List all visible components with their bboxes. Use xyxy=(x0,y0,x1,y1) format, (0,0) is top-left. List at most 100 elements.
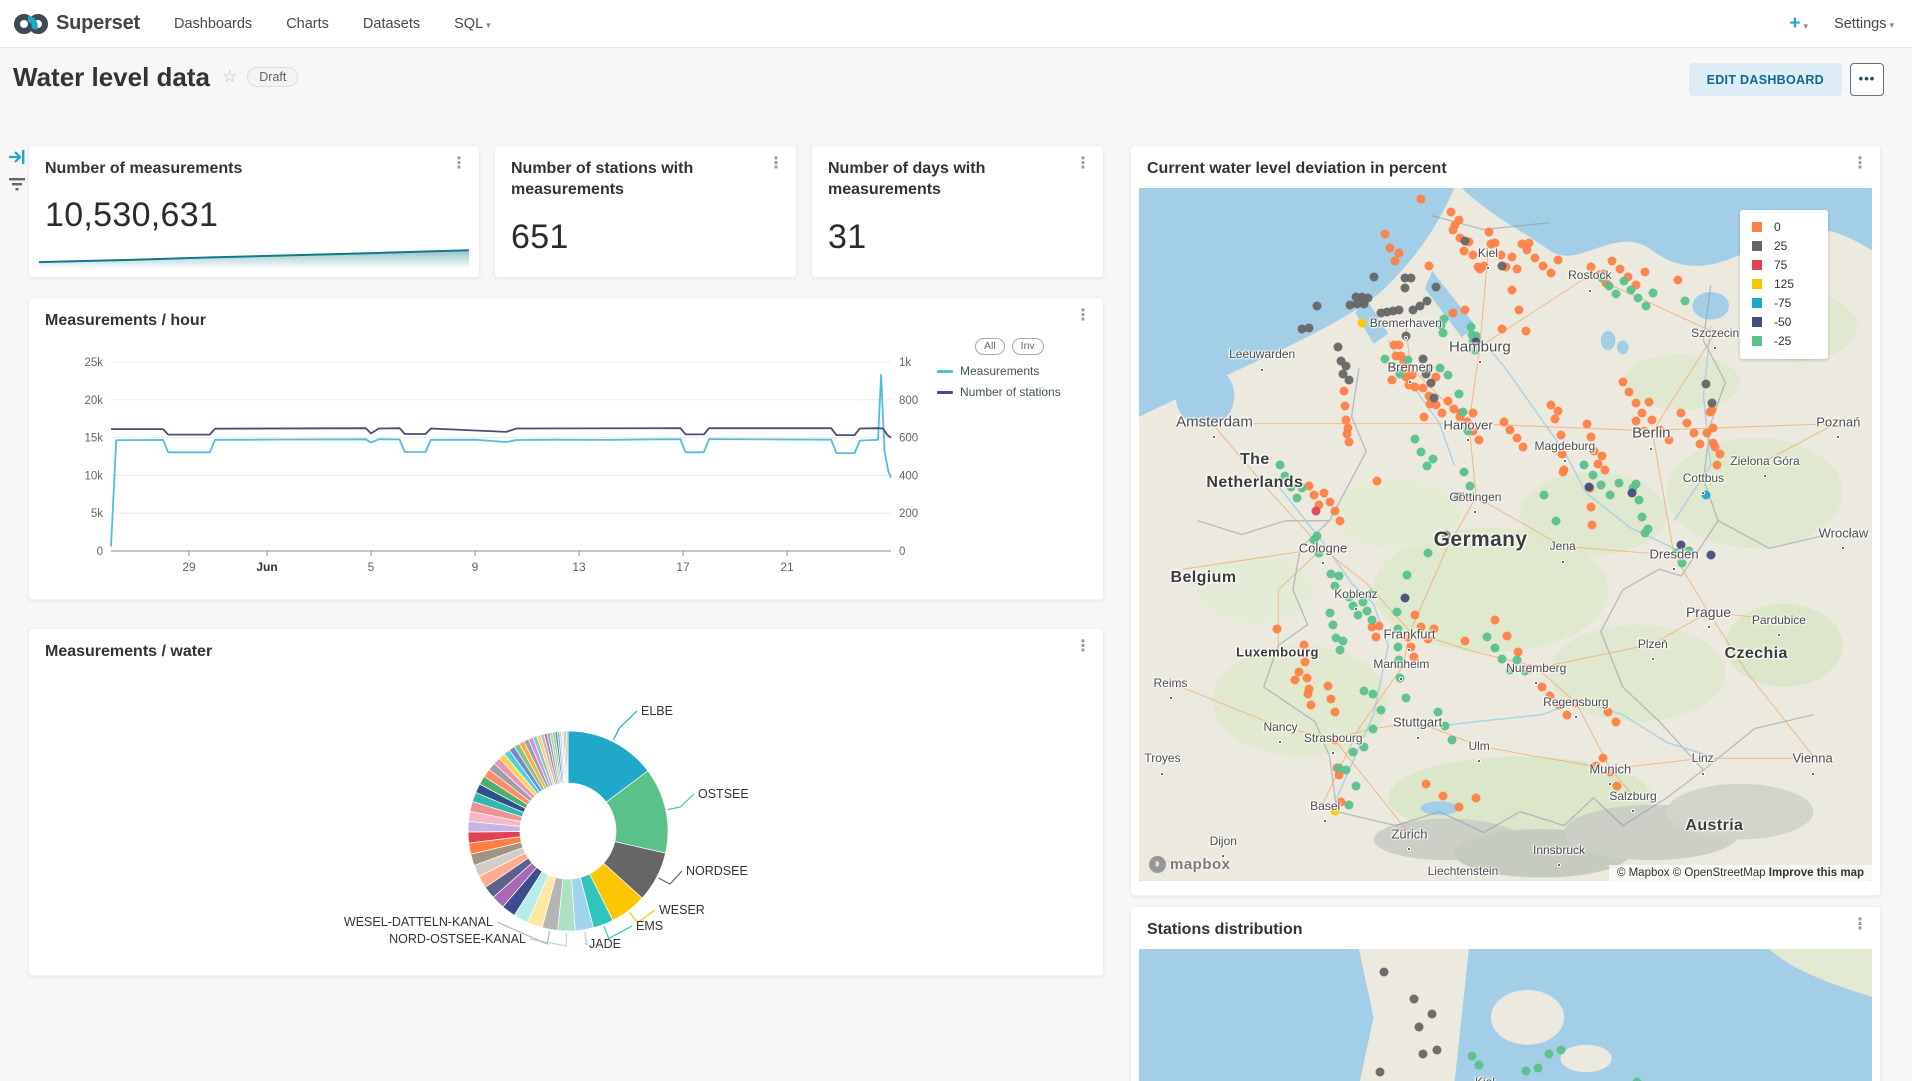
chart-title: Stations distribution xyxy=(1147,919,1784,940)
station-dot xyxy=(1333,343,1342,352)
legend-item--25[interactable]: -25 xyxy=(1752,334,1828,348)
city-marker xyxy=(1561,560,1565,564)
station-dot xyxy=(1512,434,1521,443)
legend-item-75[interactable]: 75 xyxy=(1752,258,1828,272)
station-dot xyxy=(1644,398,1653,407)
city-marker xyxy=(1701,491,1705,495)
station-dot xyxy=(1554,406,1563,415)
station-dot xyxy=(1390,256,1399,265)
station-dot xyxy=(1392,607,1401,616)
more-options-icon[interactable]: ⋮ xyxy=(1075,156,1091,172)
stations-map[interactable]: KielRostock xyxy=(1139,949,1872,1081)
station-dot xyxy=(1334,763,1343,772)
station-dot xyxy=(1681,297,1690,306)
station-dot xyxy=(1468,409,1477,418)
station-dot xyxy=(1701,380,1710,389)
station-dot xyxy=(1400,593,1409,602)
more-options-icon[interactable]: ⋮ xyxy=(1852,917,1868,933)
legend-item--50[interactable]: -50 xyxy=(1752,315,1828,329)
svg-text:25k: 25k xyxy=(84,357,103,369)
station-dot xyxy=(1394,642,1403,651)
series-number-of-stations xyxy=(111,428,891,437)
legend-item--75[interactable]: -75 xyxy=(1752,296,1828,310)
station-dot xyxy=(1496,251,1505,260)
station-dot xyxy=(1505,665,1514,674)
edit-dashboard-button[interactable]: EDIT DASHBOARD xyxy=(1689,63,1842,96)
legend-label: 0 xyxy=(1774,220,1781,234)
station-dot xyxy=(1422,297,1431,306)
station-dot xyxy=(1558,449,1567,458)
nav-item-sql[interactable]: SQL▾ xyxy=(454,16,491,32)
station-dot xyxy=(1461,636,1470,645)
new-item-button[interactable]: +▾ xyxy=(1789,13,1808,35)
nav-item-charts[interactable]: Charts xyxy=(286,16,329,32)
station-dot xyxy=(1545,1049,1554,1058)
station-dot xyxy=(1436,363,1445,372)
legend-item-0[interactable]: 0 xyxy=(1752,220,1828,234)
station-dot xyxy=(1381,354,1390,363)
city-marker xyxy=(1777,633,1781,637)
svg-text:200: 200 xyxy=(899,508,918,520)
station-dot xyxy=(1335,645,1344,654)
dashboard-more-button[interactable]: ••• xyxy=(1850,63,1884,96)
settings-menu[interactable]: Settings▾ xyxy=(1834,16,1894,32)
station-dot xyxy=(1625,388,1634,397)
more-options-icon[interactable]: ⋮ xyxy=(451,156,467,172)
legend-item-125[interactable]: 125 xyxy=(1752,277,1828,291)
station-dot xyxy=(1338,637,1347,646)
more-options-icon[interactable]: ⋮ xyxy=(1852,156,1868,172)
mapbox-logo[interactable]: ›mapbox xyxy=(1149,856,1231,873)
station-dot xyxy=(1419,412,1428,421)
station-dot xyxy=(1641,301,1650,310)
superset-logo[interactable]: Superset xyxy=(14,12,140,36)
station-dot xyxy=(1364,293,1373,302)
legend-item-25[interactable]: 25 xyxy=(1752,239,1828,253)
station-dot xyxy=(1502,632,1511,641)
station-dot xyxy=(1709,424,1718,433)
more-options-icon[interactable]: ⋮ xyxy=(768,156,784,172)
station-dot xyxy=(1513,655,1522,664)
station-dot xyxy=(1619,277,1628,286)
station-dot xyxy=(1394,341,1403,350)
map-label-troyes: Troyes xyxy=(1144,751,1180,765)
legend-swatch xyxy=(1752,260,1762,270)
city-marker xyxy=(1713,346,1717,350)
map-label-nancy: Nancy xyxy=(1263,720,1297,734)
station-dot xyxy=(1538,261,1547,270)
favorite-star-icon[interactable]: ☆ xyxy=(222,67,237,87)
expand-filter-bar-icon[interactable] xyxy=(6,146,28,168)
map-overlay: KielRostock xyxy=(1139,949,1872,1081)
station-dot xyxy=(1612,717,1621,726)
station-dot xyxy=(1459,408,1468,417)
city-marker xyxy=(1649,447,1653,451)
station-dot xyxy=(1538,682,1547,691)
legend-all-button[interactable]: All xyxy=(975,338,1005,355)
map-label-zielona-góra: Zielona Góra xyxy=(1730,454,1799,468)
improve-map-link[interactable]: Improve this map xyxy=(1769,867,1864,879)
map-label-bremerhaven: Bremerhaven xyxy=(1370,316,1442,330)
station-dot xyxy=(1612,290,1621,299)
station-dot xyxy=(1375,622,1384,631)
station-dot xyxy=(1331,806,1340,815)
series-measurements xyxy=(111,375,891,547)
station-dot xyxy=(1305,324,1314,333)
legend-inv-button[interactable]: Inv xyxy=(1012,338,1044,355)
legend-swatch xyxy=(1752,336,1762,346)
station-dot xyxy=(1294,668,1303,677)
station-dot xyxy=(1497,262,1506,271)
nav-item-datasets[interactable]: Datasets xyxy=(363,16,420,32)
legend-item-number-of-stations[interactable]: Number of stations xyxy=(937,385,1102,399)
station-dot xyxy=(1474,435,1483,444)
deviation-map[interactable]: LeeuwardenAmsterdamTheNetherlandsBelgium… xyxy=(1139,188,1872,881)
map-label-pardubice: Pardubice xyxy=(1752,613,1806,627)
station-dot xyxy=(1354,610,1363,619)
nav-item-dashboards[interactable]: Dashboards xyxy=(174,16,252,32)
chevron-down-icon: ▾ xyxy=(1889,20,1894,30)
legend-item-measurements[interactable]: Measurements xyxy=(937,364,1102,378)
station-dot xyxy=(1483,632,1492,641)
svg-text:1k: 1k xyxy=(899,357,911,369)
filter-icon[interactable] xyxy=(6,172,28,194)
station-dot xyxy=(1507,285,1516,294)
station-dot xyxy=(1440,315,1449,324)
station-dot xyxy=(1429,625,1438,634)
